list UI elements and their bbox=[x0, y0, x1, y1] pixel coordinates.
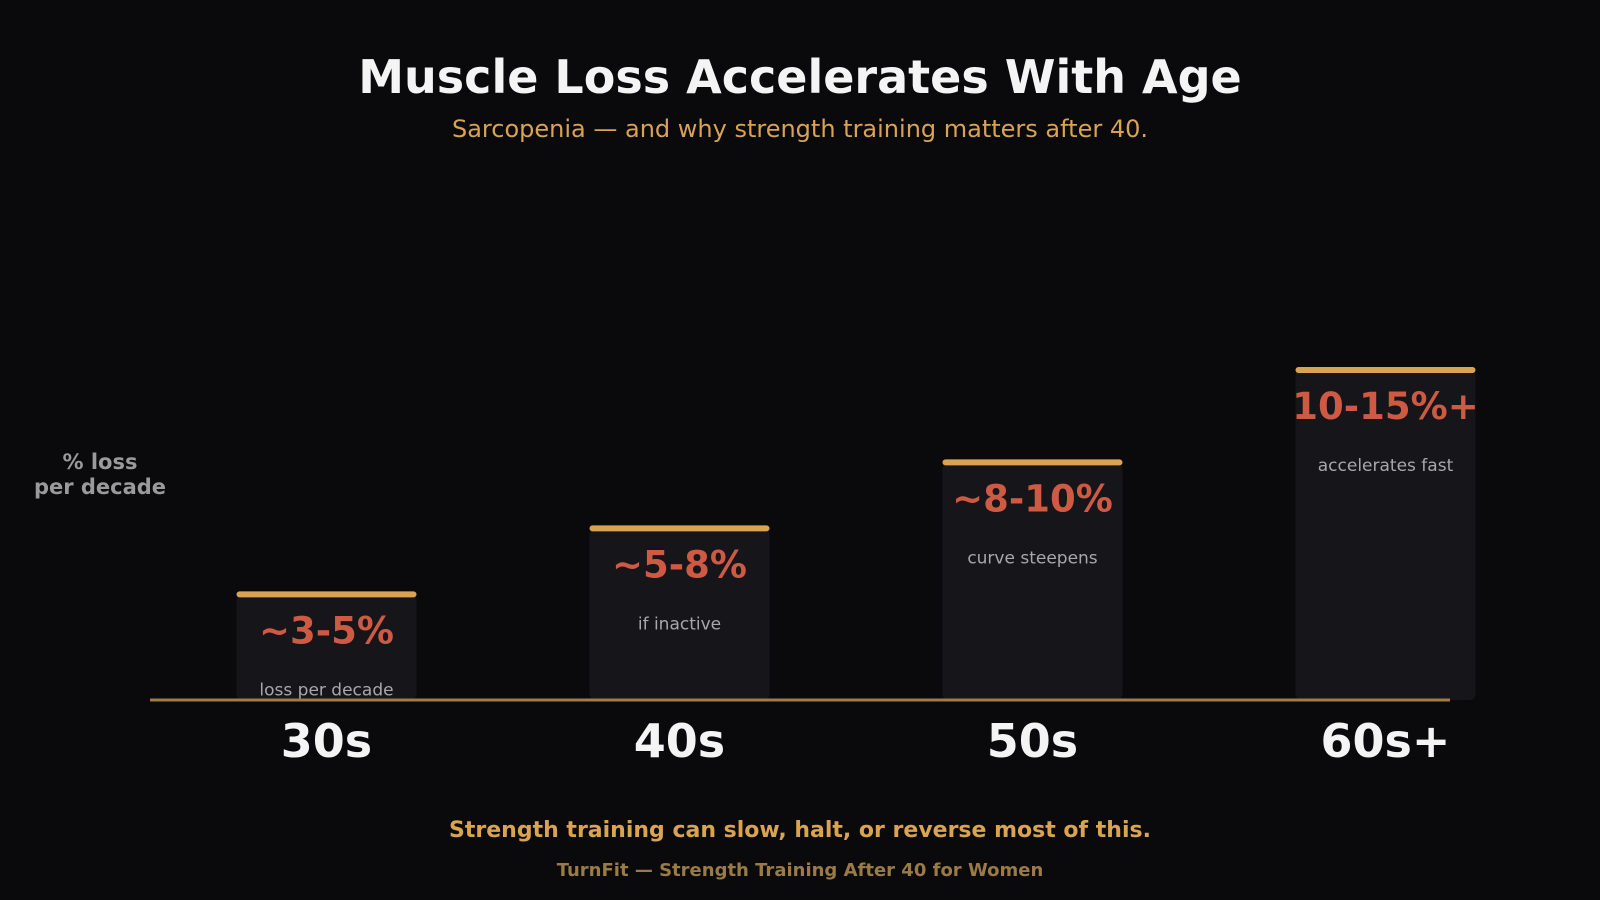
note-label-3: curve steepens bbox=[967, 548, 1097, 568]
bar-cap-3 bbox=[942, 459, 1123, 466]
value-label-1: ~3-5% bbox=[259, 609, 394, 652]
value-label-2: ~5-8% bbox=[612, 543, 747, 586]
category-label-3: 50s bbox=[987, 714, 1078, 768]
note-label-1: loss per decade bbox=[259, 680, 393, 700]
bar-cap-1 bbox=[236, 591, 417, 598]
value-label-4: 10-15%+ bbox=[1292, 385, 1478, 428]
category-label-2: 40s bbox=[634, 714, 725, 768]
bar-2 bbox=[589, 528, 770, 700]
note-label-2: if inactive bbox=[638, 614, 721, 634]
chart-title: Muscle Loss Accelerates With Age bbox=[358, 50, 1242, 104]
footer-headline: Strength training can slow, halt, or rev… bbox=[449, 818, 1151, 843]
footer-brand: TurnFit — Strength Training After 40 for… bbox=[556, 860, 1044, 881]
y-axis-label: % loss per decade bbox=[33, 450, 167, 499]
bar-1 bbox=[236, 594, 417, 700]
bar-cap-4 bbox=[1295, 367, 1476, 373]
chart-subtitle: Sarcopenia — and why strength training m… bbox=[451, 115, 1149, 143]
category-label-1: 30s bbox=[281, 714, 372, 768]
bar-3 bbox=[942, 462, 1123, 700]
bar-4 bbox=[1295, 370, 1476, 700]
note-label-4: accelerates fast bbox=[1318, 456, 1454, 476]
value-label-3: ~8-10% bbox=[952, 477, 1113, 520]
bar-cap-2 bbox=[589, 525, 770, 532]
category-label-4: 60s+ bbox=[1321, 714, 1451, 768]
